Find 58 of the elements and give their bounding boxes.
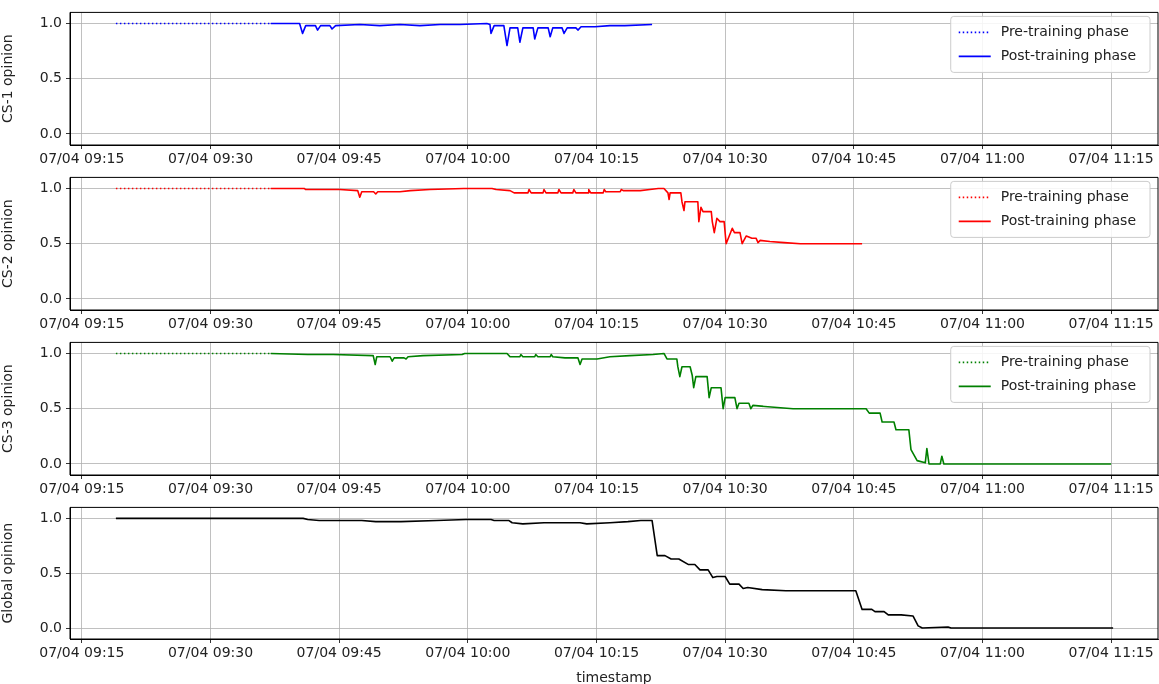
legend-label: Pre-training phase xyxy=(1000,353,1129,370)
y-tick-label: 0.5 xyxy=(39,69,62,86)
legend-label: Post-training phase xyxy=(1000,47,1136,64)
y-axis-title: CS-2 opinion xyxy=(0,199,16,289)
x-tick-label: 07/04 09:30 xyxy=(167,644,254,661)
x-tick-label: 07/04 11:00 xyxy=(939,480,1026,497)
x-tick-label: 07/04 09:15 xyxy=(39,480,125,497)
x-tick-label: 07/04 10:45 xyxy=(811,480,897,497)
y-tick-label: 0.0 xyxy=(39,454,62,471)
legend-label: Post-training phase xyxy=(1000,212,1136,229)
x-tick-label: 07/04 11:00 xyxy=(939,315,1026,332)
x-tick-label: 07/04 11:00 xyxy=(939,644,1026,661)
y-tick-label: 0.5 xyxy=(39,399,62,416)
x-tick-label: 07/04 09:45 xyxy=(296,315,382,332)
y-tick-label: 1.0 xyxy=(39,344,62,361)
y-tick-label: 1.0 xyxy=(39,179,62,196)
x-tick-label: 07/04 09:15 xyxy=(39,644,125,661)
x-tick-label: 07/04 10:15 xyxy=(553,480,640,497)
x-tick-label: 07/04 10:45 xyxy=(811,644,897,661)
x-tick-label: 07/04 10:15 xyxy=(553,315,640,332)
y-axis-title: CS-1 opinion xyxy=(0,34,16,124)
legend-label: Pre-training phase xyxy=(1000,188,1129,205)
x-tick-label: 07/04 10:00 xyxy=(425,315,511,332)
x-tick-label: 07/04 10:45 xyxy=(811,150,897,167)
x-tick-label: 07/04 10:30 xyxy=(682,150,768,167)
x-tick-label: 07/04 10:45 xyxy=(811,315,897,332)
x-tick-label: 07/04 09:30 xyxy=(167,480,254,497)
y-axis-title: CS-3 opinion xyxy=(0,364,16,454)
y-axis-title: Global opinion xyxy=(0,522,16,624)
y-tick-label: 1.0 xyxy=(39,509,62,526)
legend-label: Pre-training phase xyxy=(1000,23,1129,40)
x-tick-label: 07/04 11:15 xyxy=(1068,150,1154,167)
y-tick-label: 0.5 xyxy=(39,563,62,580)
legend-label: Post-training phase xyxy=(1000,377,1136,394)
x-tick-label: 07/04 10:30 xyxy=(682,480,768,497)
x-tick-label: 07/04 10:15 xyxy=(553,150,640,167)
x-tick-label: 07/04 09:15 xyxy=(39,150,125,167)
x-tick-label: 07/04 10:30 xyxy=(682,644,768,661)
x-tick-label: 07/04 11:15 xyxy=(1068,315,1154,332)
x-tick-label: 07/04 10:00 xyxy=(425,480,511,497)
x-tick-label: 07/04 09:30 xyxy=(167,315,254,332)
x-tick-label: 07/04 10:00 xyxy=(425,644,511,661)
x-tick-label: 07/04 09:15 xyxy=(39,315,125,332)
x-tick-label: 07/04 10:30 xyxy=(682,315,768,332)
x-tick-label: 07/04 09:45 xyxy=(296,150,382,167)
x-tick-label: 07/04 11:00 xyxy=(939,150,1026,167)
y-tick-label: 0.0 xyxy=(39,289,62,306)
x-tick-label: 07/04 09:30 xyxy=(167,150,254,167)
y-tick-label: 0.5 xyxy=(39,234,62,251)
x-tick-label: 07/04 10:15 xyxy=(553,644,640,661)
x-tick-label: 07/04 09:45 xyxy=(296,644,382,661)
y-tick-label: 1.0 xyxy=(39,14,62,31)
y-tick-label: 0.0 xyxy=(39,124,62,141)
x-tick-label: 07/04 11:15 xyxy=(1068,644,1154,661)
y-tick-label: 0.0 xyxy=(39,618,62,635)
x-tick-label: 07/04 11:15 xyxy=(1068,480,1154,497)
x-tick-label: 07/04 10:00 xyxy=(425,150,511,167)
x-tick-label: 07/04 09:45 xyxy=(296,480,382,497)
